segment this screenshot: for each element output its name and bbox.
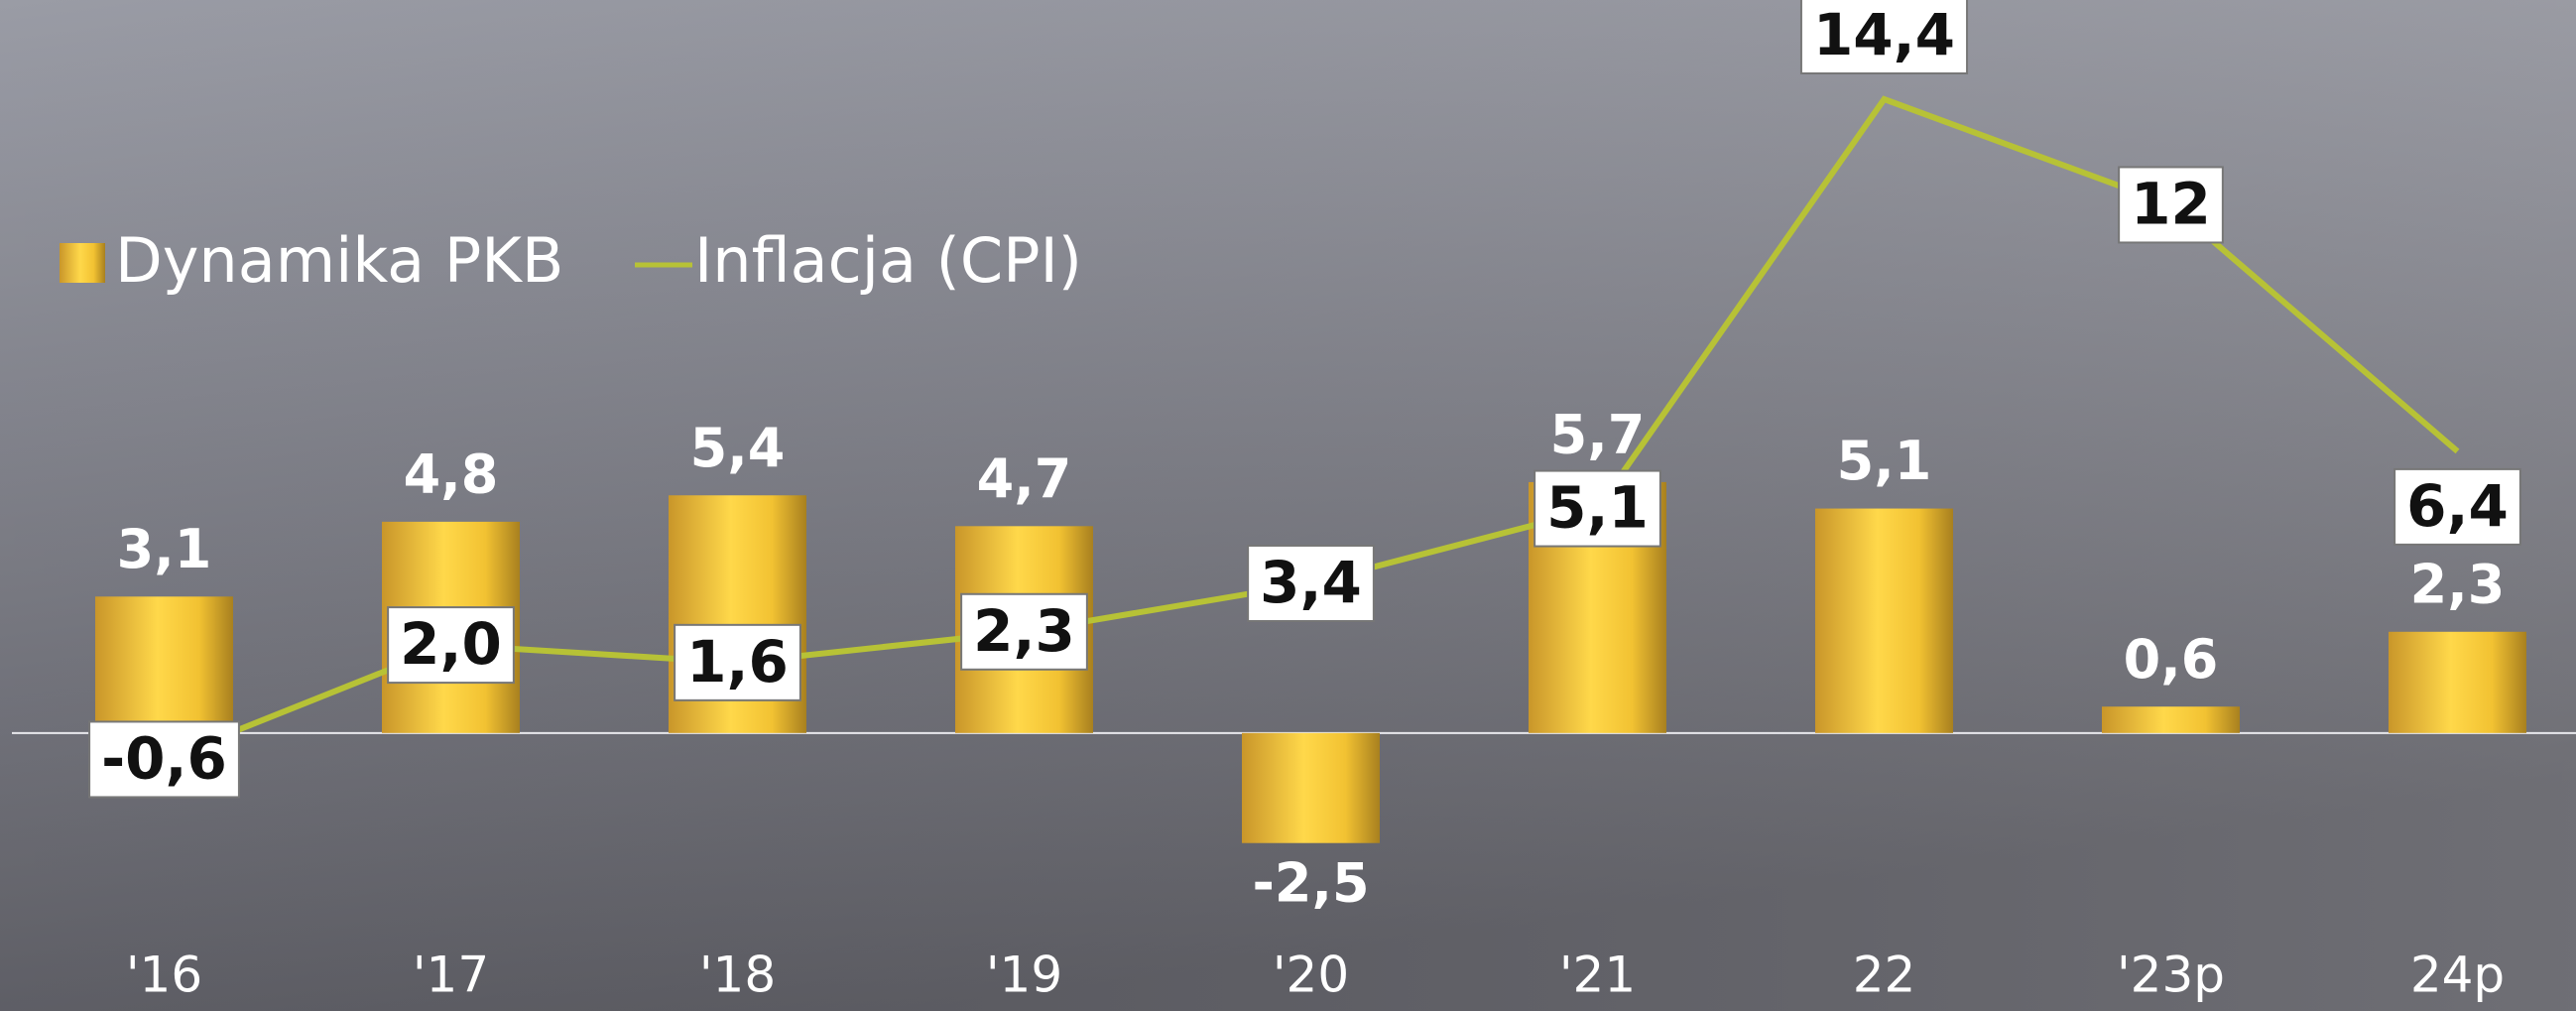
line-value-label: 2,3 bbox=[973, 597, 1075, 665]
legend-label: Inflacja (CPI) bbox=[694, 224, 1082, 297]
data-label-box: 3,4 bbox=[1247, 544, 1375, 622]
line-value-label: -0,6 bbox=[101, 725, 227, 793]
bar-value-label: 4,7 bbox=[977, 447, 1072, 510]
label-box bbox=[674, 623, 801, 701]
label-box bbox=[960, 592, 1088, 671]
bar bbox=[95, 596, 233, 733]
label-box bbox=[1533, 469, 1661, 548]
x-tick-label: 24p bbox=[2410, 947, 2505, 1004]
label-box bbox=[1799, 0, 1969, 74]
bar bbox=[2102, 706, 2240, 733]
data-label-box: -0,6 bbox=[88, 720, 240, 799]
legend: Dynamika PKB Inflacja (CPI) bbox=[60, 224, 1082, 297]
x-tick-label: '17 bbox=[413, 947, 489, 1004]
data-label-box: 2,0 bbox=[387, 606, 515, 685]
label-box bbox=[387, 606, 515, 685]
x-tick-label: '23p bbox=[2117, 947, 2225, 1004]
data-label-box: 5,1 bbox=[1533, 469, 1661, 548]
bar-value-label: 5,4 bbox=[690, 417, 786, 479]
bar-value-label: 5,1 bbox=[1837, 430, 1932, 492]
label-box bbox=[1247, 544, 1375, 622]
bar-value-label: 4,8 bbox=[404, 443, 499, 506]
line-value-label: 14,4 bbox=[1813, 1, 1955, 68]
x-tick-label: '16 bbox=[126, 947, 202, 1004]
x-tick-label: '20 bbox=[1273, 947, 1349, 1004]
bar-value-label: -2,5 bbox=[1252, 851, 1369, 914]
data-label-box: 12 bbox=[2118, 166, 2224, 244]
line-value-label: 3,4 bbox=[1260, 549, 1362, 616]
bar-value-label: 3,1 bbox=[117, 518, 212, 580]
line-value-label: 5,1 bbox=[1546, 474, 1649, 542]
bar-value-label: 0,6 bbox=[2124, 628, 2219, 691]
data-label-box: 2,3 bbox=[960, 592, 1088, 671]
label-box bbox=[2393, 467, 2521, 546]
line-value-label: 12 bbox=[2131, 171, 2211, 238]
x-tick-label: '21 bbox=[1559, 947, 1636, 1004]
line-value-label: 1,6 bbox=[686, 628, 789, 695]
line-value-label: 2,0 bbox=[400, 610, 502, 678]
bar bbox=[1815, 508, 1953, 733]
data-label-box: 14,4 bbox=[1799, 0, 1969, 74]
label-box bbox=[2118, 166, 2224, 244]
x-tick-label: '19 bbox=[986, 947, 1062, 1004]
legend-swatch bbox=[60, 243, 105, 283]
data-label-box: 6,4 bbox=[2393, 467, 2521, 546]
x-tick-label: '18 bbox=[699, 947, 776, 1004]
bar bbox=[2389, 631, 2526, 733]
legend-label: Dynamika PKB bbox=[115, 224, 563, 297]
bar bbox=[1242, 732, 1380, 843]
data-label-box: 1,6 bbox=[674, 623, 801, 701]
bar-value-label: 5,7 bbox=[1550, 404, 1646, 466]
label-box bbox=[88, 720, 240, 799]
line-value-label: 6,4 bbox=[2406, 472, 2509, 540]
x-tick-label: 22 bbox=[1853, 947, 1916, 1004]
bar-value-label: 2,3 bbox=[2410, 553, 2506, 615]
